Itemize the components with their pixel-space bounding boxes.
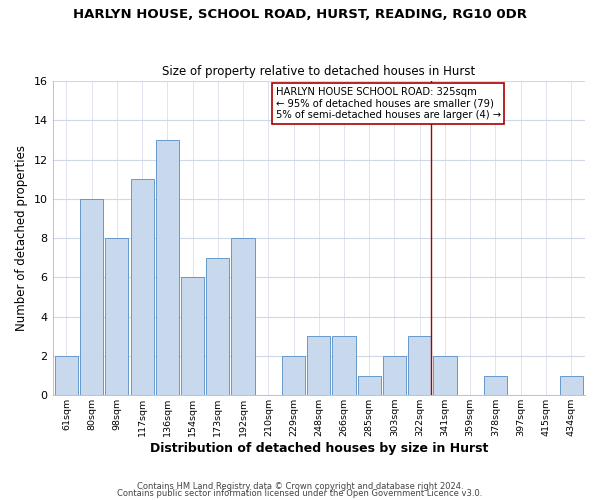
Bar bbox=[484, 376, 507, 395]
Bar bbox=[232, 238, 254, 395]
Bar bbox=[332, 336, 356, 395]
Y-axis label: Number of detached properties: Number of detached properties bbox=[15, 145, 28, 331]
Bar bbox=[383, 356, 406, 395]
Title: Size of property relative to detached houses in Hurst: Size of property relative to detached ho… bbox=[162, 66, 475, 78]
Bar bbox=[433, 356, 457, 395]
Text: Contains HM Land Registry data © Crown copyright and database right 2024.: Contains HM Land Registry data © Crown c… bbox=[137, 482, 463, 491]
Bar bbox=[156, 140, 179, 395]
Text: HARLYN HOUSE, SCHOOL ROAD, HURST, READING, RG10 0DR: HARLYN HOUSE, SCHOOL ROAD, HURST, READIN… bbox=[73, 8, 527, 20]
Bar bbox=[80, 199, 103, 395]
Bar bbox=[307, 336, 331, 395]
Bar bbox=[282, 356, 305, 395]
Bar bbox=[206, 258, 229, 395]
Text: HARLYN HOUSE SCHOOL ROAD: 325sqm
← 95% of detached houses are smaller (79)
5% of: HARLYN HOUSE SCHOOL ROAD: 325sqm ← 95% o… bbox=[276, 87, 501, 120]
Bar bbox=[105, 238, 128, 395]
Bar bbox=[358, 376, 381, 395]
Bar bbox=[408, 336, 431, 395]
Text: Contains public sector information licensed under the Open Government Licence v3: Contains public sector information licen… bbox=[118, 490, 482, 498]
X-axis label: Distribution of detached houses by size in Hurst: Distribution of detached houses by size … bbox=[149, 442, 488, 455]
Bar bbox=[560, 376, 583, 395]
Bar bbox=[55, 356, 78, 395]
Bar bbox=[131, 179, 154, 395]
Bar bbox=[181, 278, 204, 395]
